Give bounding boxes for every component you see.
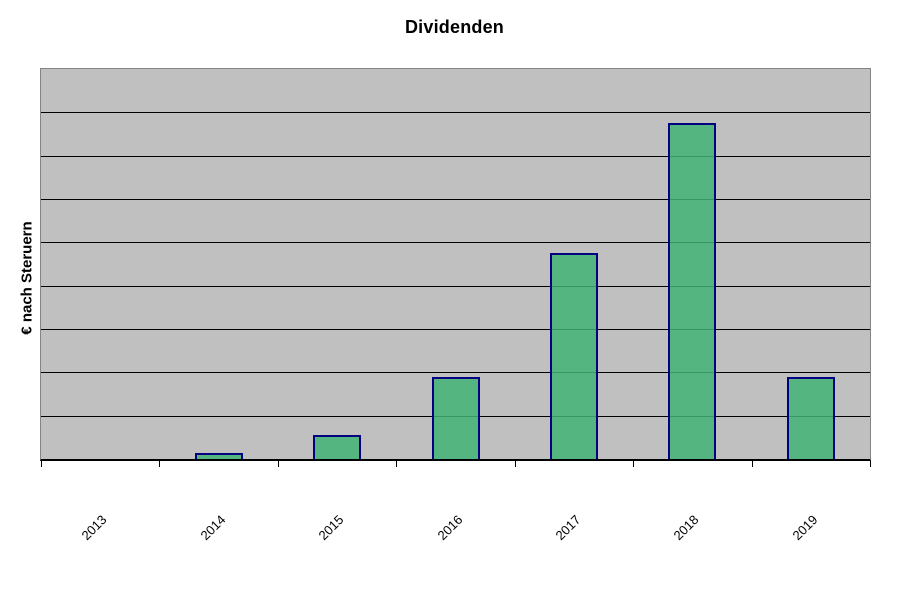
x-axis-label-2013: 2013 [78, 512, 110, 544]
bar-2018 [668, 123, 717, 459]
plot-area [40, 68, 871, 467]
gridline [41, 198, 870, 200]
x-axis-tick [41, 461, 42, 467]
x-axis-label-2017: 2017 [552, 512, 584, 544]
bar-2017 [549, 253, 598, 459]
x-axis-tick [870, 461, 871, 467]
x-axis-label-2015: 2015 [315, 512, 347, 544]
bar-2016 [431, 376, 480, 459]
x-axis-tick [396, 461, 398, 467]
x-axis-tick [277, 461, 279, 467]
gridline [41, 285, 870, 287]
gridline [41, 112, 870, 114]
x-axis-labels: 2013 2014 2015 2016 2017 2018 2019 [40, 460, 869, 580]
x-axis-tick [633, 461, 635, 467]
x-axis-label-2018: 2018 [670, 512, 702, 544]
x-axis-label-2014: 2014 [197, 512, 229, 544]
x-axis-tick [751, 461, 753, 467]
gridline [41, 155, 870, 157]
x-axis-tick [514, 461, 516, 467]
y-axis-label: € nach Steruern [18, 221, 36, 335]
bar-2015 [313, 435, 362, 459]
gridline [41, 372, 870, 374]
gridline [41, 328, 870, 330]
x-axis-label-2019: 2019 [789, 512, 821, 544]
gridline [41, 242, 870, 244]
x-axis-tick [159, 461, 161, 467]
bar-2019 [786, 376, 835, 459]
chart-title: Dividenden [404, 17, 504, 37]
bar-2014 [194, 452, 243, 459]
x-axis-label-2016: 2016 [434, 512, 466, 544]
